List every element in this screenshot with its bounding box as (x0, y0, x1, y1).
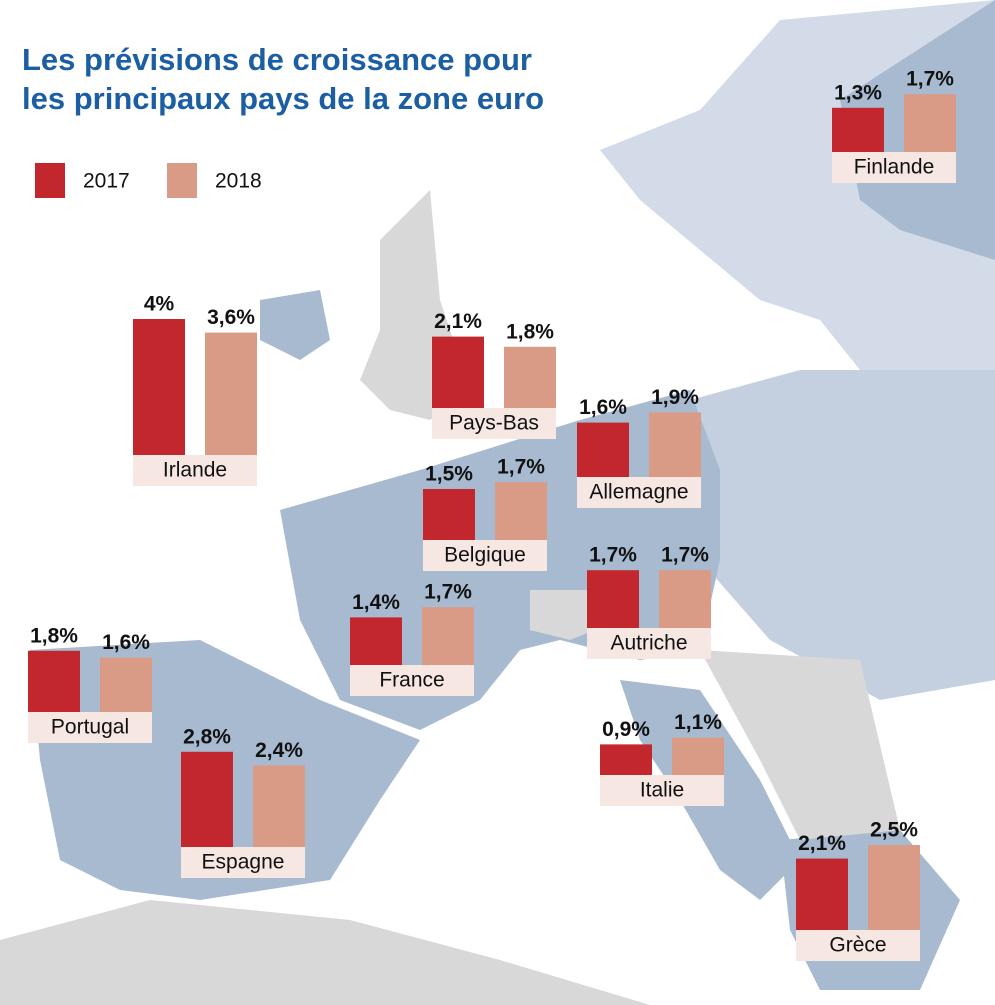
title-line: les principaux pays de la zone euro (22, 81, 544, 116)
value-label: 1,7% (424, 581, 472, 604)
value-label: 4% (144, 293, 175, 316)
title-line: Les prévisions de croissance pour (22, 42, 532, 77)
bar (868, 845, 920, 930)
country-label-box (577, 477, 701, 508)
country-label: Espagne (202, 851, 285, 874)
country-label: Irlande (163, 459, 227, 482)
legend-swatch (35, 163, 65, 198)
bar (904, 94, 956, 152)
country-label-box (181, 847, 305, 878)
country-label-box (28, 712, 152, 743)
bar (100, 657, 152, 712)
value-label: 1,7% (906, 68, 954, 91)
bar (577, 422, 629, 477)
bar (253, 765, 305, 847)
country-label: Portugal (51, 716, 129, 739)
country-label-box (350, 665, 474, 696)
country-label: Grèce (829, 934, 886, 957)
value-label: 1,5% (425, 463, 473, 486)
country-label-box (133, 455, 257, 486)
value-label: 2,4% (255, 739, 303, 762)
value-label: 1,7% (589, 544, 637, 567)
country-label-box (423, 540, 547, 571)
country-label: France (379, 669, 444, 692)
bar (495, 482, 547, 540)
value-label: 1,4% (352, 591, 400, 614)
country-label: Italie (640, 779, 684, 802)
balkans (700, 650, 900, 840)
bar (28, 650, 80, 712)
value-label: 2,1% (434, 310, 482, 333)
bar (649, 412, 701, 477)
bar (587, 570, 639, 628)
bar (659, 570, 711, 628)
value-label: 1,1% (674, 711, 722, 734)
bar (796, 858, 848, 930)
value-label: 1,7% (497, 456, 545, 479)
legend-label: 2018 (215, 170, 262, 193)
value-label: 3,6% (207, 306, 255, 329)
bar (181, 751, 233, 847)
bar (432, 336, 484, 408)
bar (600, 744, 652, 775)
value-label: 0,9% (602, 718, 650, 741)
value-label: 2,8% (183, 725, 231, 748)
value-label: 2,5% (870, 819, 918, 842)
north-africa (0, 900, 650, 1005)
value-label: 1,6% (102, 631, 150, 654)
country-label: Pays-Bas (449, 412, 539, 435)
country-label: Autriche (610, 632, 687, 655)
value-label: 1,7% (661, 544, 709, 567)
value-label: 2,1% (798, 832, 846, 855)
bar-groups: 1,3% 1,7% Finlande 4% 3,6% Irlande 2,1% 1,8% Pay… (28, 68, 956, 961)
value-label: 1,8% (506, 320, 554, 343)
value-label: 1,6% (579, 396, 627, 419)
country-label-box (796, 930, 920, 961)
country-label: Finlande (854, 156, 935, 179)
bar (205, 332, 257, 455)
legend-swatch (167, 163, 197, 198)
legend: 2017 2018 (35, 163, 262, 198)
ireland-land (260, 290, 330, 360)
country-label-box (600, 775, 724, 806)
bar (672, 737, 724, 775)
country-label-box (587, 628, 711, 659)
value-label: 1,3% (834, 81, 882, 104)
bar (133, 319, 185, 455)
bar (350, 617, 402, 665)
value-label: 1,9% (651, 386, 699, 409)
country-label-box (832, 152, 956, 183)
bar (832, 107, 884, 152)
country-label-box (432, 408, 556, 439)
bar (422, 607, 474, 665)
legend-label: 2017 (83, 170, 130, 193)
bar (423, 489, 475, 540)
country-label: Belgique (444, 544, 526, 567)
east-europe (690, 370, 995, 700)
country-label: Allemagne (589, 481, 688, 504)
value-label: 1,8% (30, 624, 78, 647)
bar (504, 346, 556, 408)
